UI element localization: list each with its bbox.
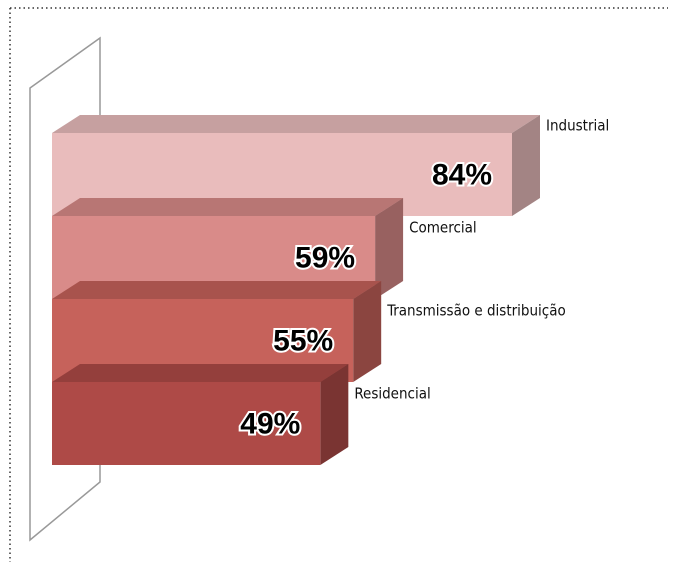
bar (52, 364, 349, 465)
bar-side (375, 198, 404, 299)
value-label: 55% (273, 324, 333, 357)
value-label: 84% (432, 158, 492, 191)
bars: 84% Industrial 59% Comercial 55% Transmissão … (52, 115, 609, 465)
value-label: 59% (295, 241, 355, 274)
bar-top (52, 115, 540, 133)
bar-side (512, 115, 540, 216)
category-label: Residencial (354, 385, 430, 403)
bar-top (52, 198, 404, 216)
category-label: Transmissão e distribuição (386, 302, 566, 320)
category-label: Comercial (409, 219, 477, 237)
value-label: 49% (240, 407, 300, 440)
bar-top (52, 281, 382, 299)
bar-side (320, 364, 349, 465)
bar-top (52, 364, 349, 382)
bar-front (52, 382, 321, 465)
bar-side (353, 281, 382, 382)
bar (52, 115, 540, 216)
category-label: Industrial (546, 117, 609, 135)
